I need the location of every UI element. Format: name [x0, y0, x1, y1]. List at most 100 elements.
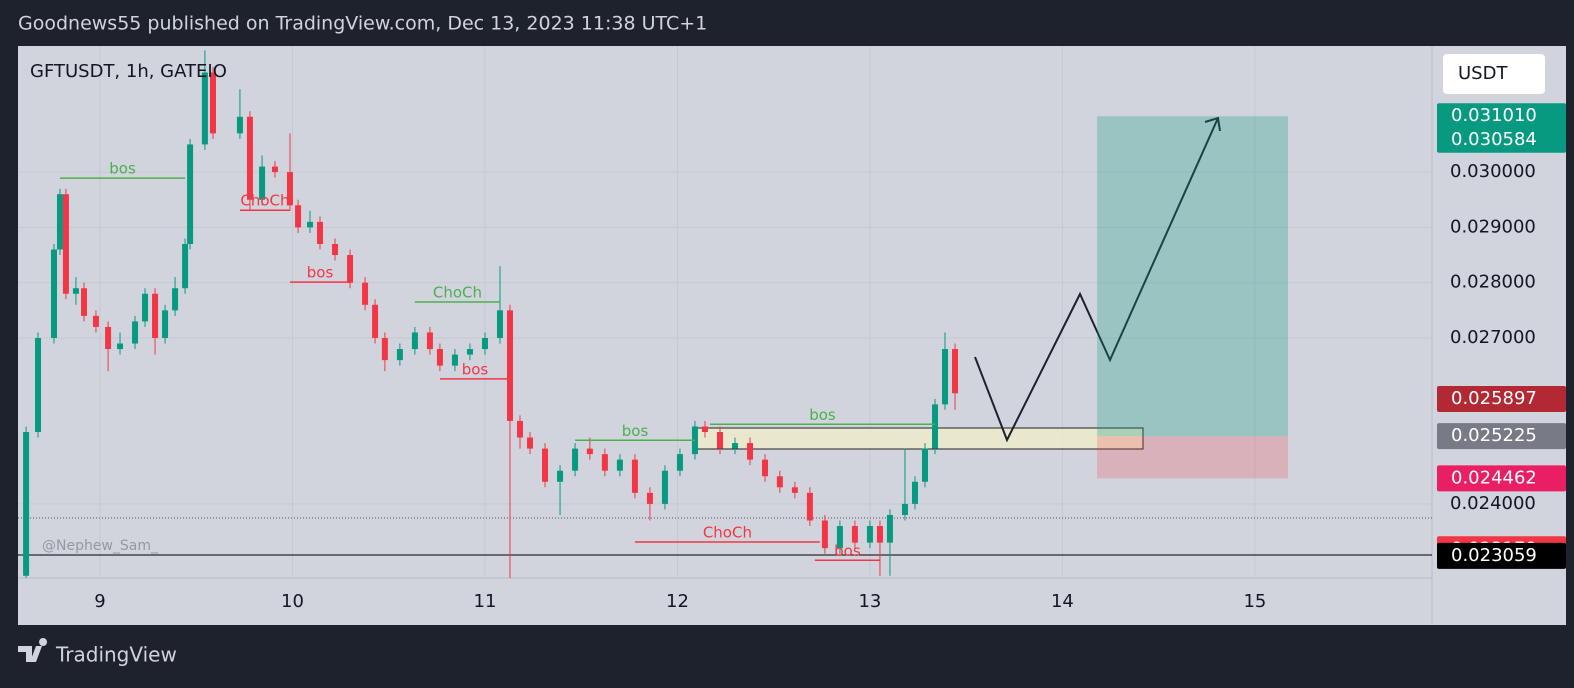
candle-body — [466, 349, 473, 355]
candle-body — [72, 288, 79, 294]
candle-body — [616, 459, 623, 471]
brand: TradingView — [55, 643, 177, 667]
candle-body — [646, 492, 653, 504]
candles — [23, 50, 1289, 578]
structure-label: ChoCh — [240, 192, 289, 210]
candle-body — [436, 349, 443, 366]
price-label: 0.023059 — [1451, 545, 1537, 566]
candle-body — [246, 116, 253, 200]
structure-label: ChoCh — [703, 524, 752, 542]
candle-body — [347, 255, 354, 283]
candle-body — [332, 243, 339, 256]
candle-body — [317, 221, 324, 244]
candle-body — [876, 526, 883, 543]
price-label-box — [1437, 126, 1566, 153]
axes: 9 10 11 12 13 14 15 0.030000 0.029000 0.028000 0.0… — [94, 103, 1566, 612]
candle-body — [836, 526, 843, 549]
candle-body — [81, 288, 88, 316]
candle-body — [50, 249, 57, 338]
candle-body — [117, 343, 124, 350]
candle-body — [426, 332, 433, 350]
candle-body — [35, 337, 42, 433]
price-label-box — [1437, 465, 1566, 492]
candle-body — [362, 282, 369, 305]
stop-zone — [1097, 436, 1289, 479]
candle-body — [776, 476, 783, 488]
candle-body — [586, 448, 593, 455]
candle-body — [132, 321, 139, 344]
candle-body — [105, 326, 112, 350]
y-tick-label: 0.030000 — [1450, 161, 1536, 182]
currency-button[interactable] — [1443, 54, 1545, 94]
currency-label[interactable]: USDT — [1458, 63, 1508, 84]
structure-label: bos — [462, 360, 489, 378]
candle-body — [162, 310, 169, 338]
candle-body — [209, 72, 216, 134]
candle-body — [201, 72, 208, 145]
structure-label: ChoCh — [433, 284, 482, 302]
candle-body — [62, 194, 69, 294]
candle-body — [821, 520, 828, 549]
candle-body — [381, 337, 388, 361]
candle-body — [295, 205, 302, 228]
candle-body — [747, 443, 754, 460]
candle-body — [56, 194, 63, 250]
candle-body — [172, 288, 179, 311]
candle-body — [542, 448, 549, 482]
price-label-box — [1437, 103, 1566, 130]
candle-body — [142, 293, 149, 322]
candle-body — [236, 116, 243, 134]
candle-body — [701, 426, 708, 433]
candle-body — [732, 443, 739, 449]
candle-body — [187, 144, 194, 244]
candle-body — [411, 332, 418, 350]
structure-label: bos — [834, 542, 861, 560]
candle-body — [23, 432, 30, 576]
candle-body — [932, 404, 939, 449]
price-label-box — [1437, 385, 1566, 412]
x-tick-label: 14 — [1051, 591, 1074, 612]
x-tick-label: 15 — [1243, 591, 1266, 612]
candle-body — [557, 470, 564, 482]
price-label: 0.024462 — [1451, 467, 1537, 488]
structure-label: bos — [109, 160, 136, 178]
candle-body — [271, 166, 278, 173]
price-label: 0.030584 — [1451, 129, 1537, 150]
candle-body — [182, 243, 189, 289]
y-tick-label: 0.024000 — [1450, 493, 1536, 514]
candle-body — [901, 503, 908, 515]
candle-body — [866, 526, 873, 543]
candle-body — [942, 349, 949, 405]
candle-body — [716, 432, 723, 449]
footer-logo — [18, 638, 48, 662]
candle-body — [601, 454, 608, 471]
watermark: @Nephew_Sam_ — [42, 538, 159, 554]
byline: Goodnews55 published on TradingView.com,… — [18, 13, 707, 35]
price-label: 0.031010 — [1451, 105, 1537, 126]
candle-body — [527, 437, 534, 449]
x-tick-label: 12 — [666, 591, 689, 612]
demand-zone — [694, 427, 1144, 450]
candle-body — [286, 172, 293, 206]
x-tick-label: 9 — [94, 591, 105, 612]
candle-body — [451, 354, 458, 366]
price-label: 0.025897 — [1451, 388, 1537, 409]
structure-label: bos — [622, 422, 649, 440]
logo-icon — [18, 638, 48, 662]
overlay: bos ChoCh bos ChoCh bos bos bos ChoCh bos — [59, 160, 936, 562]
candle-body — [762, 459, 769, 477]
candle-body — [921, 448, 928, 482]
grid — [18, 46, 1432, 578]
y-tick-label: 0.029000 — [1450, 216, 1536, 237]
candle-body — [517, 420, 524, 438]
candle-body — [911, 481, 918, 504]
candle-body — [152, 293, 159, 338]
projection-arrow — [974, 117, 1219, 443]
candle-body — [307, 221, 314, 228]
candle-body — [372, 304, 379, 338]
chart-area — [18, 46, 1566, 625]
candle-body — [259, 166, 266, 200]
y-tick-label: 0.028000 — [1450, 272, 1536, 293]
x-tick-label: 10 — [281, 591, 304, 612]
candle-body — [496, 310, 503, 338]
